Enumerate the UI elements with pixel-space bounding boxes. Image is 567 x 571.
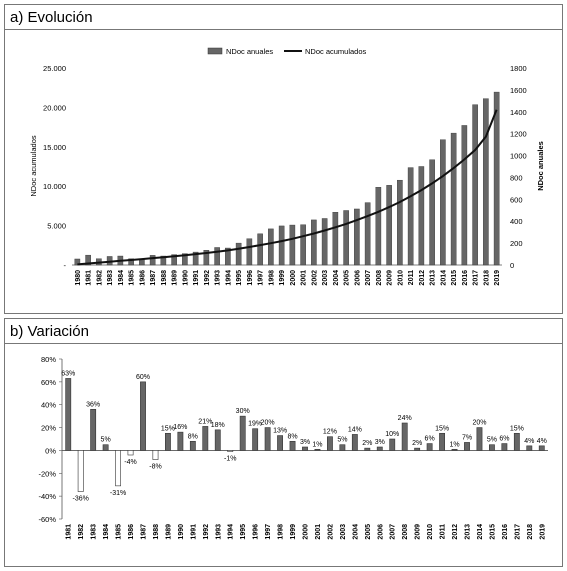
variacion-panel: b) Variación: [4, 318, 563, 567]
evolucion-panel: a) Evolución: [4, 4, 563, 314]
panel-a-title: a) Evolución: [5, 5, 562, 30]
panel-b-title: b) Variación: [5, 319, 562, 344]
